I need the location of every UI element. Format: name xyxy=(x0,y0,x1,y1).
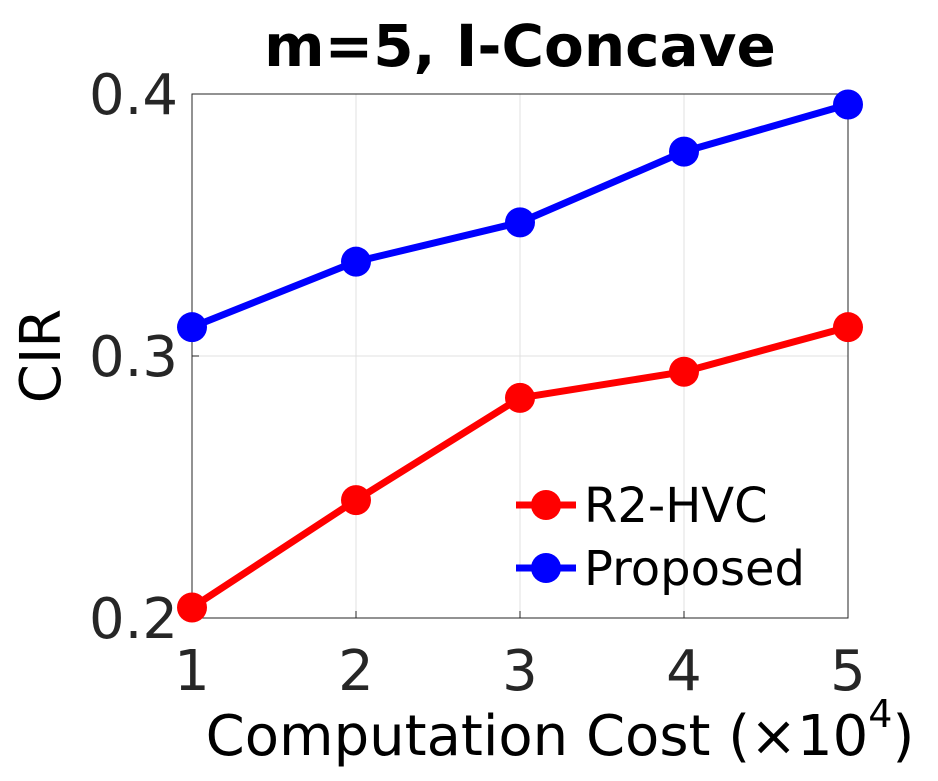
data-point xyxy=(833,312,863,342)
y-tick-label: 0.4 xyxy=(89,63,178,128)
x-tick-label: 4 xyxy=(666,639,702,704)
data-point xyxy=(505,207,535,237)
x-axis-label-main: Computation Cost (×10 xyxy=(206,704,869,769)
x-axis-label: Computation Cost (×104) xyxy=(206,692,915,769)
chart-title: m=5, I-Concave xyxy=(264,12,776,80)
x-tick-label: 3 xyxy=(502,639,538,704)
x-tick-label: 1 xyxy=(174,639,210,704)
legend-swatch-marker xyxy=(531,490,561,520)
data-point xyxy=(177,312,207,342)
x-tick-label: 2 xyxy=(338,639,374,704)
y-tick-label: 0.3 xyxy=(89,325,178,390)
y-axis-label: CIR xyxy=(9,309,74,404)
data-point xyxy=(505,383,535,413)
data-point xyxy=(177,593,207,623)
x-tick-label: 5 xyxy=(830,639,866,704)
legend: R2-HVC Proposed xyxy=(516,478,805,597)
legend-label: R2-HVC xyxy=(584,478,768,534)
y-tick-label: 0.2 xyxy=(89,587,178,652)
legend-swatch-marker xyxy=(531,553,561,583)
data-point xyxy=(669,357,699,387)
data-point xyxy=(341,485,371,515)
x-axis-label-exponent: 4 xyxy=(868,692,892,736)
data-point xyxy=(833,89,863,119)
data-point xyxy=(669,137,699,167)
data-point xyxy=(341,247,371,277)
x-axis-label-suffix: ) xyxy=(892,704,914,769)
legend-label: Proposed xyxy=(584,541,805,597)
